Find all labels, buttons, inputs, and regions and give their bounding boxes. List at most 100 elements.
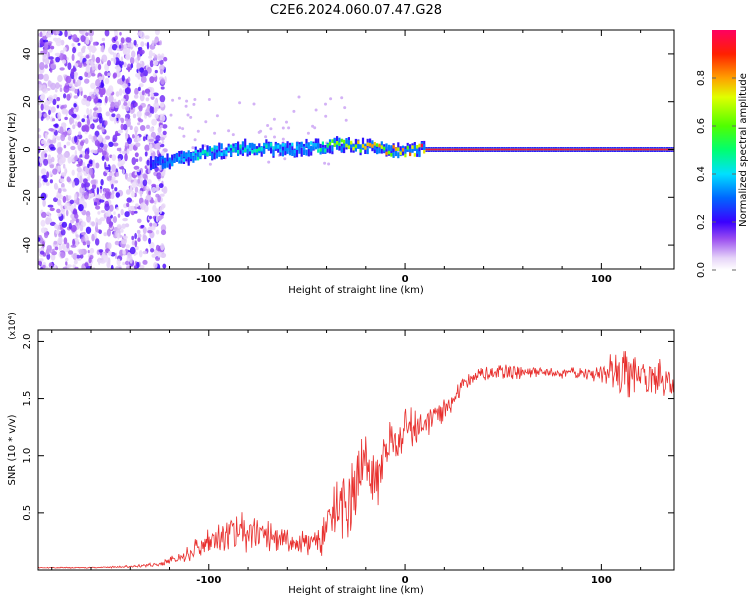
heatmap-noise-cell <box>117 213 121 218</box>
heatmap-signal-cell <box>307 147 310 157</box>
heatmap-noise-cell <box>145 97 150 102</box>
heatmap-noise-cell <box>51 118 56 122</box>
heatmap-scatter-cell <box>208 162 212 166</box>
heatmap-signal-cell <box>178 151 181 160</box>
heatmap-noise-cell <box>154 69 158 74</box>
heatmap-noise-cell <box>50 253 56 261</box>
heatmap-signal-cell <box>512 148 515 151</box>
heatmap-signal-cell <box>345 138 348 144</box>
heatmap-scatter-cell <box>238 101 242 105</box>
heatmap-noise-cell <box>75 239 79 247</box>
heatmap-noise-cell <box>116 258 121 266</box>
colorbar-tick-label: 0.6 <box>696 118 707 134</box>
heatmap-noise-cell <box>159 101 165 108</box>
heatmap-signal-cell <box>241 149 244 154</box>
heatmap-noise-cell <box>48 128 54 132</box>
heatmap-noise-cell <box>38 110 42 119</box>
heatmap-noise-cell <box>50 146 56 151</box>
heatmap-signal-cell <box>328 144 332 154</box>
heatmap-noise-cell <box>89 35 93 43</box>
heatmap-noise-cell <box>136 261 140 269</box>
heatmap-signal-cell <box>234 146 237 153</box>
heatmap-noise-cell <box>77 42 81 46</box>
heatmap-noise-cell <box>157 216 162 221</box>
heatmap-noise-cell <box>68 35 72 40</box>
heatmap-signal-cell <box>230 144 233 149</box>
heatmap-noise-cell <box>139 191 143 197</box>
heatmap-signal-cell <box>310 141 313 145</box>
heatmap-signal-cell <box>326 143 329 148</box>
heatmap-noise-cell <box>78 249 85 255</box>
heatmap-noise-cell <box>56 97 61 102</box>
heatmap-noise-cell <box>84 233 88 239</box>
colorbar-axes: 0.0 0.2 0.4 0.6 0.8 <box>696 70 736 278</box>
heatmap-signal-cell <box>307 145 310 150</box>
heatmap-noise-cell <box>126 252 132 260</box>
heatmap-noise-cell <box>56 208 61 214</box>
heatmap-noise-cell <box>83 94 87 99</box>
heatmap-signal-cell <box>281 143 284 147</box>
heatmap-noise-cell <box>82 45 86 50</box>
heatmap-noise-cell <box>115 231 118 237</box>
heatmap-signal-cell <box>175 157 178 162</box>
heatmap-noise-cell <box>85 32 89 37</box>
heatmap-noise-cell <box>49 164 55 169</box>
heatmap-noise-cell <box>111 183 114 190</box>
heatmap-noise-cell <box>150 93 155 98</box>
heatmap-signal-cell <box>303 146 306 151</box>
heatmap-signal-cell <box>208 152 211 156</box>
heatmap-noise-cell <box>39 38 44 45</box>
heatmap-noise-cell <box>89 124 94 129</box>
heatmap-noise-cell <box>98 76 103 80</box>
heatmap-noise-cell <box>116 113 121 120</box>
heatmap-noise-cell <box>65 75 72 84</box>
heatmap-noise-cell <box>64 116 68 121</box>
spectrogram-ytick-label: -20 <box>22 189 33 205</box>
heatmap-noise-cell <box>70 213 75 219</box>
heatmap-noise-cell <box>128 143 133 152</box>
heatmap-signal-cell <box>232 148 235 152</box>
heatmap-noise-cell <box>157 132 162 136</box>
heatmap-noise-cell <box>122 44 128 50</box>
heatmap-signal-cell <box>378 143 381 148</box>
heatmap-signal-cell <box>241 141 244 148</box>
heatmap-noise-cell <box>99 199 105 203</box>
heatmap-signal-cell <box>477 148 480 151</box>
heatmap-noise-cell <box>43 158 49 166</box>
heatmap-noise-cell <box>40 50 44 54</box>
heatmap-noise-cell <box>137 233 142 239</box>
heatmap-noise-cell <box>61 182 65 189</box>
heatmap-signal-cell <box>211 147 214 152</box>
heatmap-noise-cell <box>55 88 58 93</box>
heatmap-noise-cell <box>84 182 91 188</box>
heatmap-noise-cell <box>73 108 77 113</box>
heatmap-signal-cell <box>359 149 362 153</box>
heatmap-noise-cell <box>114 187 118 192</box>
heatmap-noise-cell <box>43 113 48 118</box>
heatmap-signal-cell <box>376 148 379 155</box>
heatmap-noise-cell <box>161 204 165 210</box>
heatmap-signal-cell <box>168 160 171 170</box>
heatmap-noise-cell <box>77 121 82 128</box>
heatmap-signal-cell <box>274 145 277 149</box>
heatmap-signal-cell <box>161 157 164 167</box>
heatmap-noise-cell <box>83 191 89 200</box>
heatmap-noise-cell <box>130 205 135 210</box>
heatmap-noise-cell <box>73 259 78 265</box>
heatmap-noise-cell <box>91 233 95 242</box>
heatmap-signal-cell <box>566 148 569 151</box>
heatmap-scatter-cell <box>267 160 271 164</box>
heatmap-noise-cell <box>62 266 68 269</box>
heatmap-noise-cell <box>162 263 167 269</box>
heatmap-noise-cell <box>131 235 135 241</box>
heatmap-noise-cell <box>86 147 90 155</box>
heatmap-noise-cell <box>38 260 43 266</box>
heatmap-noise-cell <box>116 66 122 72</box>
heatmap-noise-cell <box>70 68 75 77</box>
heatmap-noise-cell <box>120 56 124 62</box>
heatmap-scatter-cell <box>213 131 217 135</box>
heatmap-noise-cell <box>148 55 153 59</box>
heatmap-noise-cell <box>108 85 114 94</box>
heatmap-noise-cell <box>48 109 51 116</box>
heatmap-noise-cell <box>112 216 117 223</box>
